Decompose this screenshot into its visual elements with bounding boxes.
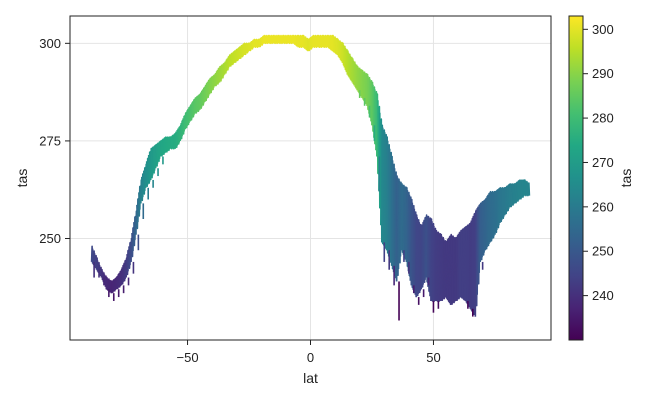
x-axis-label: lat <box>303 370 318 386</box>
y-axis-label: tas <box>14 169 30 188</box>
colorbar: 240 250 260 270 280 290 300 tas <box>568 15 634 341</box>
colorbar-ticks: 240 250 260 270 280 290 300 <box>583 22 614 303</box>
y-axis-ticks: 250 275 300 <box>39 36 70 246</box>
y-tick-label: 250 <box>39 231 61 246</box>
colorbar-tick-label: 280 <box>592 111 614 126</box>
plot-area: −50 0 50 250 275 300 lat tas <box>14 15 552 386</box>
colorbar-tick-label: 270 <box>592 155 614 170</box>
y-tick-label: 275 <box>39 133 61 148</box>
data-series <box>90 34 531 321</box>
series-segment <box>527 182 531 196</box>
y-tick-label: 300 <box>39 36 61 51</box>
colorbar-tick-label: 240 <box>592 288 614 303</box>
x-tick-label: −50 <box>177 350 199 365</box>
colorbar-tick-label: 290 <box>592 66 614 81</box>
colorbar-tick-label: 250 <box>592 244 614 259</box>
x-tick-label: 0 <box>307 350 314 365</box>
x-axis-ticks: −50 0 50 <box>177 340 441 365</box>
colorbar-gradient <box>568 15 584 341</box>
colorbar-tick-label: 260 <box>592 199 614 214</box>
colorbar-tick-label: 300 <box>592 22 614 37</box>
x-tick-label: 50 <box>426 350 440 365</box>
colorbar-label: tas <box>618 169 634 188</box>
